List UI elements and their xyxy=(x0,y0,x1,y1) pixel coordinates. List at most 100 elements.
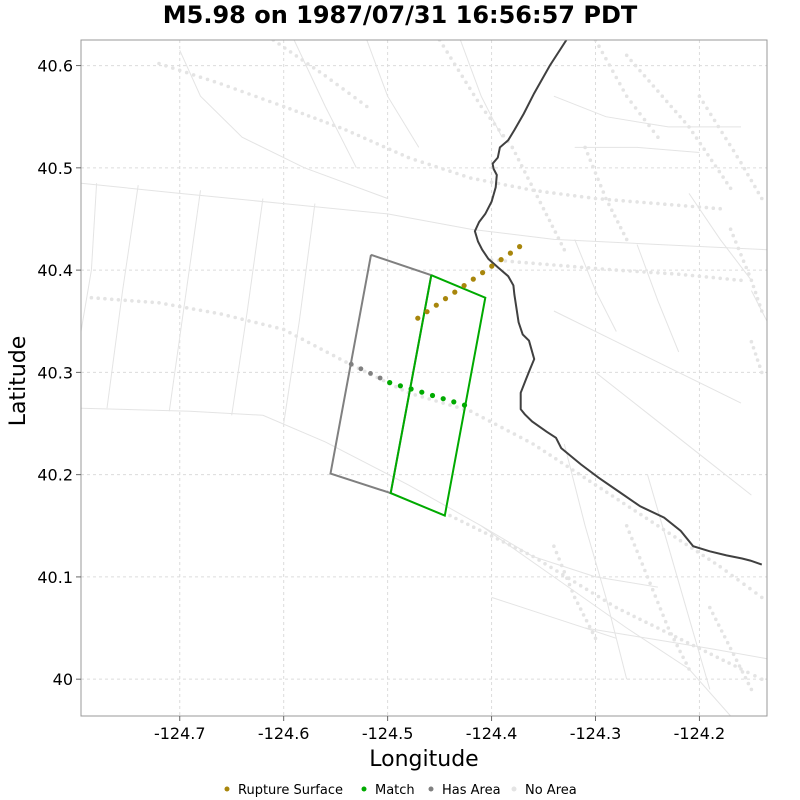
no-area-point xyxy=(691,643,696,648)
no-area-point xyxy=(633,63,638,68)
no-area-point xyxy=(288,50,293,54)
no-area-point xyxy=(281,104,286,109)
no-area-point xyxy=(445,50,450,54)
no-area-point xyxy=(706,153,710,157)
no-area-point xyxy=(566,264,570,268)
no-area-point xyxy=(523,170,527,174)
no-area-point xyxy=(596,594,601,599)
no-area-point xyxy=(629,58,633,63)
has-area-point xyxy=(348,361,354,367)
no-area-point xyxy=(695,550,700,554)
no-area-point xyxy=(610,208,614,212)
no-area-point xyxy=(136,299,141,304)
no-area-point xyxy=(545,190,549,194)
no-area-point xyxy=(109,297,114,302)
rupture-point xyxy=(517,244,523,250)
legend-marker xyxy=(361,786,367,792)
no-area-point xyxy=(639,512,643,517)
no-area-point xyxy=(565,464,569,469)
no-area-point xyxy=(350,131,355,135)
no-area-point xyxy=(359,100,363,104)
no-area-point xyxy=(581,613,586,617)
no-area-point xyxy=(630,536,634,541)
no-area-point xyxy=(157,301,161,305)
plot-frame xyxy=(80,39,768,717)
no-area-point xyxy=(621,88,625,92)
no-area-point xyxy=(661,527,666,532)
no-area-point xyxy=(651,129,656,134)
no-area-point xyxy=(323,74,328,78)
no-area-point xyxy=(572,580,577,584)
no-area-outline xyxy=(553,310,742,404)
legend-label: Match xyxy=(375,783,415,798)
no-area-point xyxy=(89,295,94,300)
no-area-point xyxy=(205,309,210,314)
no-area-point xyxy=(191,307,196,311)
no-area-outline xyxy=(81,183,98,332)
no-area-point xyxy=(275,325,279,330)
no-area-point xyxy=(744,265,748,270)
rupture-point xyxy=(452,289,458,295)
no-area-point xyxy=(728,646,733,651)
no-area-point xyxy=(713,164,718,168)
no-area-point xyxy=(757,303,762,307)
no-area-point xyxy=(477,528,482,532)
no-area-point xyxy=(632,543,637,547)
x-axis-label: Longitude xyxy=(369,747,478,772)
no-area-point xyxy=(254,94,258,99)
no-area-point xyxy=(550,224,555,229)
legend-item: Has Area xyxy=(428,783,501,798)
no-area-point xyxy=(629,100,633,104)
no-area-point xyxy=(721,175,725,179)
no-area-point xyxy=(544,212,549,217)
x-tick-label: -124.7 xyxy=(154,724,206,743)
no-area-point xyxy=(663,619,668,624)
has-area-point xyxy=(377,375,383,381)
no-area-point xyxy=(561,572,565,577)
no-area-point xyxy=(720,130,724,135)
no-area-point xyxy=(708,605,712,610)
no-area-point xyxy=(607,202,611,207)
no-area-point xyxy=(642,270,646,274)
no-area-point xyxy=(709,158,714,163)
no-area-point xyxy=(746,172,750,177)
no-area-point xyxy=(635,549,639,554)
x-tick-label: -124.4 xyxy=(466,724,518,743)
no-area-point xyxy=(648,581,652,586)
no-area-point xyxy=(607,63,612,67)
no-area-point xyxy=(554,457,558,461)
no-area-point xyxy=(517,185,522,190)
no-area-outline xyxy=(595,372,752,496)
no-area-point xyxy=(599,486,603,491)
no-area-point xyxy=(716,124,721,129)
legend-item: Rupture Surface xyxy=(224,783,343,798)
legend-label: Has Area xyxy=(442,783,501,798)
no-area-point xyxy=(618,225,623,230)
no-area-point xyxy=(624,524,629,528)
no-area-point xyxy=(585,152,590,156)
no-area-point xyxy=(469,176,473,180)
plot-background xyxy=(81,40,767,716)
no-area-point xyxy=(711,206,716,210)
no-area-outline xyxy=(636,244,680,353)
y-tick-label: 40.1 xyxy=(37,568,73,587)
no-area-point xyxy=(739,278,743,283)
no-area-point xyxy=(604,196,608,201)
no-area-point xyxy=(420,395,425,399)
no-area-point xyxy=(288,107,292,111)
no-area-point xyxy=(306,62,310,66)
no-area-point xyxy=(448,169,452,173)
no-area-point xyxy=(691,130,695,135)
no-area-point xyxy=(673,535,677,539)
x-tick-label: -124.3 xyxy=(570,724,622,743)
no-area-point xyxy=(556,236,561,240)
no-area-point xyxy=(529,182,533,186)
no-area-point xyxy=(570,589,574,593)
no-area-point xyxy=(666,626,671,630)
no-area-point xyxy=(687,667,691,671)
no-area-point xyxy=(697,274,702,279)
no-area-point xyxy=(219,82,224,86)
no-area-point xyxy=(493,422,498,427)
no-area-point xyxy=(622,501,626,506)
no-area-point xyxy=(353,95,357,100)
